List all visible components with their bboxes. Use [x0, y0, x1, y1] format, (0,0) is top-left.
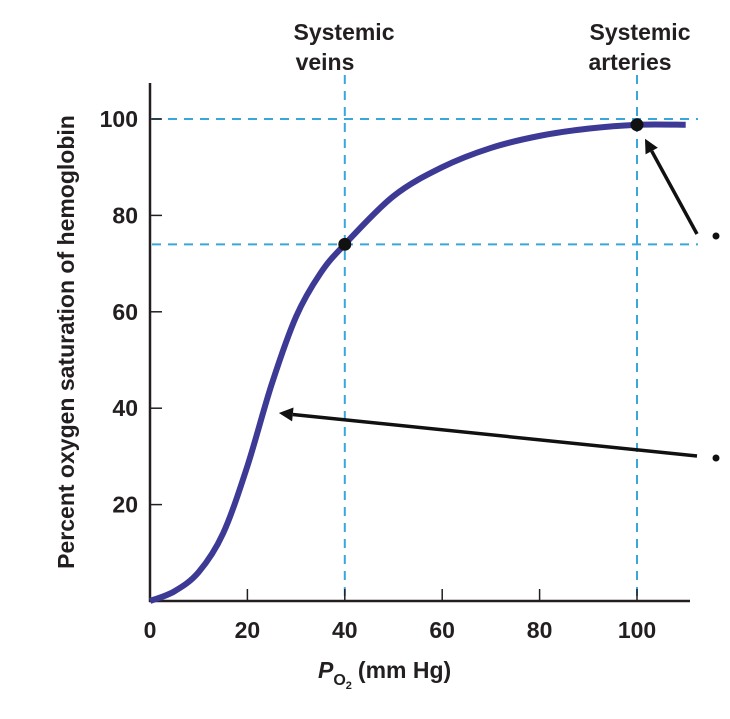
- saturation-curve: [148, 121, 686, 604]
- x-label-unit: (mm Hg): [358, 657, 451, 683]
- pointer-bullet: [712, 454, 720, 462]
- pointer-arrow-head: [645, 138, 658, 155]
- svg-text:PO2(mm Hg): PO2 (mm Hg): [318, 657, 451, 692]
- x-tick-label: 0: [144, 617, 157, 643]
- annotation-arteries-line1: Systemic: [589, 19, 690, 45]
- y-axis-label: Percent oxygen saturation of hemoglobin: [53, 115, 79, 569]
- marked-point: [630, 118, 644, 132]
- x-tick-label: 60: [429, 617, 455, 643]
- marked-point: [338, 237, 352, 251]
- pointer-arrow-line: [292, 412, 698, 458]
- pointer-arrow-head: [278, 407, 294, 422]
- x-tick-label: 40: [332, 617, 358, 643]
- pointer-arrow-line: [650, 150, 699, 235]
- y-tick-label: 80: [112, 202, 138, 228]
- x-tick-label: 100: [618, 617, 656, 643]
- x-axis-label: PO2 (mm Hg): [318, 657, 451, 692]
- x-label-2: 2: [346, 680, 352, 692]
- x-label-p: P: [318, 657, 334, 683]
- x-tick-label: 20: [235, 617, 261, 643]
- y-tick-label: 100: [100, 106, 138, 132]
- y-tick-label: 60: [112, 299, 138, 325]
- annotation-arteries-line2: arteries: [588, 49, 671, 75]
- y-tick-label: 40: [112, 395, 138, 421]
- annotation-veins-line2: veins: [296, 49, 355, 75]
- pointer-bullet: [712, 232, 720, 240]
- y-tick-label: 20: [112, 492, 138, 518]
- x-label-o: O: [333, 672, 345, 689]
- x-tick-label: 80: [527, 617, 553, 643]
- annotation-veins-line1: Systemic: [293, 19, 394, 45]
